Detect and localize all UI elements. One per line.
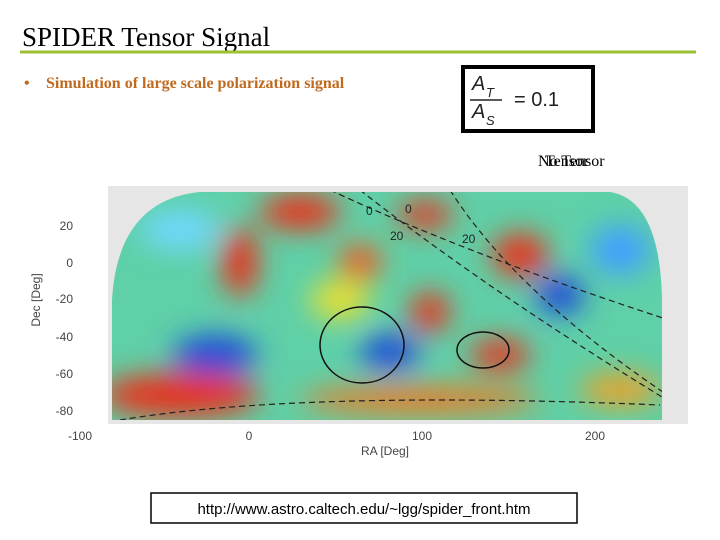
url-box bbox=[150, 492, 578, 524]
x-tick-label: 100 bbox=[412, 429, 432, 443]
formula-denominator: A bbox=[471, 101, 485, 123]
contour-label: 0 bbox=[405, 202, 412, 216]
contour-label: 20 bbox=[462, 232, 476, 246]
y-tick-label: -20 bbox=[56, 292, 74, 306]
y-tick-label: -80 bbox=[56, 404, 74, 418]
formula-rhs: = 0.1 bbox=[514, 89, 559, 111]
y-tick-label: 0 bbox=[66, 256, 73, 270]
y-tick-label: 20 bbox=[60, 219, 74, 233]
sky-map bbox=[112, 192, 662, 420]
y-tick-label: -40 bbox=[56, 330, 74, 344]
slide-title: SPIDER Tensor Signal bbox=[22, 22, 270, 52]
contour-label: 20 bbox=[390, 229, 404, 243]
bullet-text: Simulation of large scale polarization s… bbox=[46, 75, 345, 92]
y-axis-label: Dec [Deg] bbox=[29, 273, 43, 326]
overlay-label: Tensor bbox=[545, 153, 589, 170]
overlay-label: No Tensor bbox=[538, 153, 605, 170]
formula: A T A S = 0.1 bbox=[470, 73, 559, 128]
formula-numerator-sub: T bbox=[486, 85, 495, 100]
y-tick-label: -60 bbox=[56, 367, 74, 381]
bullet-marker: • bbox=[24, 75, 30, 92]
formula-denominator-sub: S bbox=[486, 113, 495, 128]
contour-label: 0 bbox=[366, 204, 373, 218]
url-text: http://www.astro.caltech.edu/~lgg/spider… bbox=[197, 501, 530, 518]
x-tick-label: 200 bbox=[585, 429, 605, 443]
x-tick-label: -100 bbox=[68, 429, 92, 443]
formula-box bbox=[461, 65, 595, 133]
x-tick-label: 0 bbox=[246, 429, 253, 443]
x-axis-label: RA [Deg] bbox=[361, 444, 409, 458]
formula-numerator: A bbox=[471, 73, 485, 95]
